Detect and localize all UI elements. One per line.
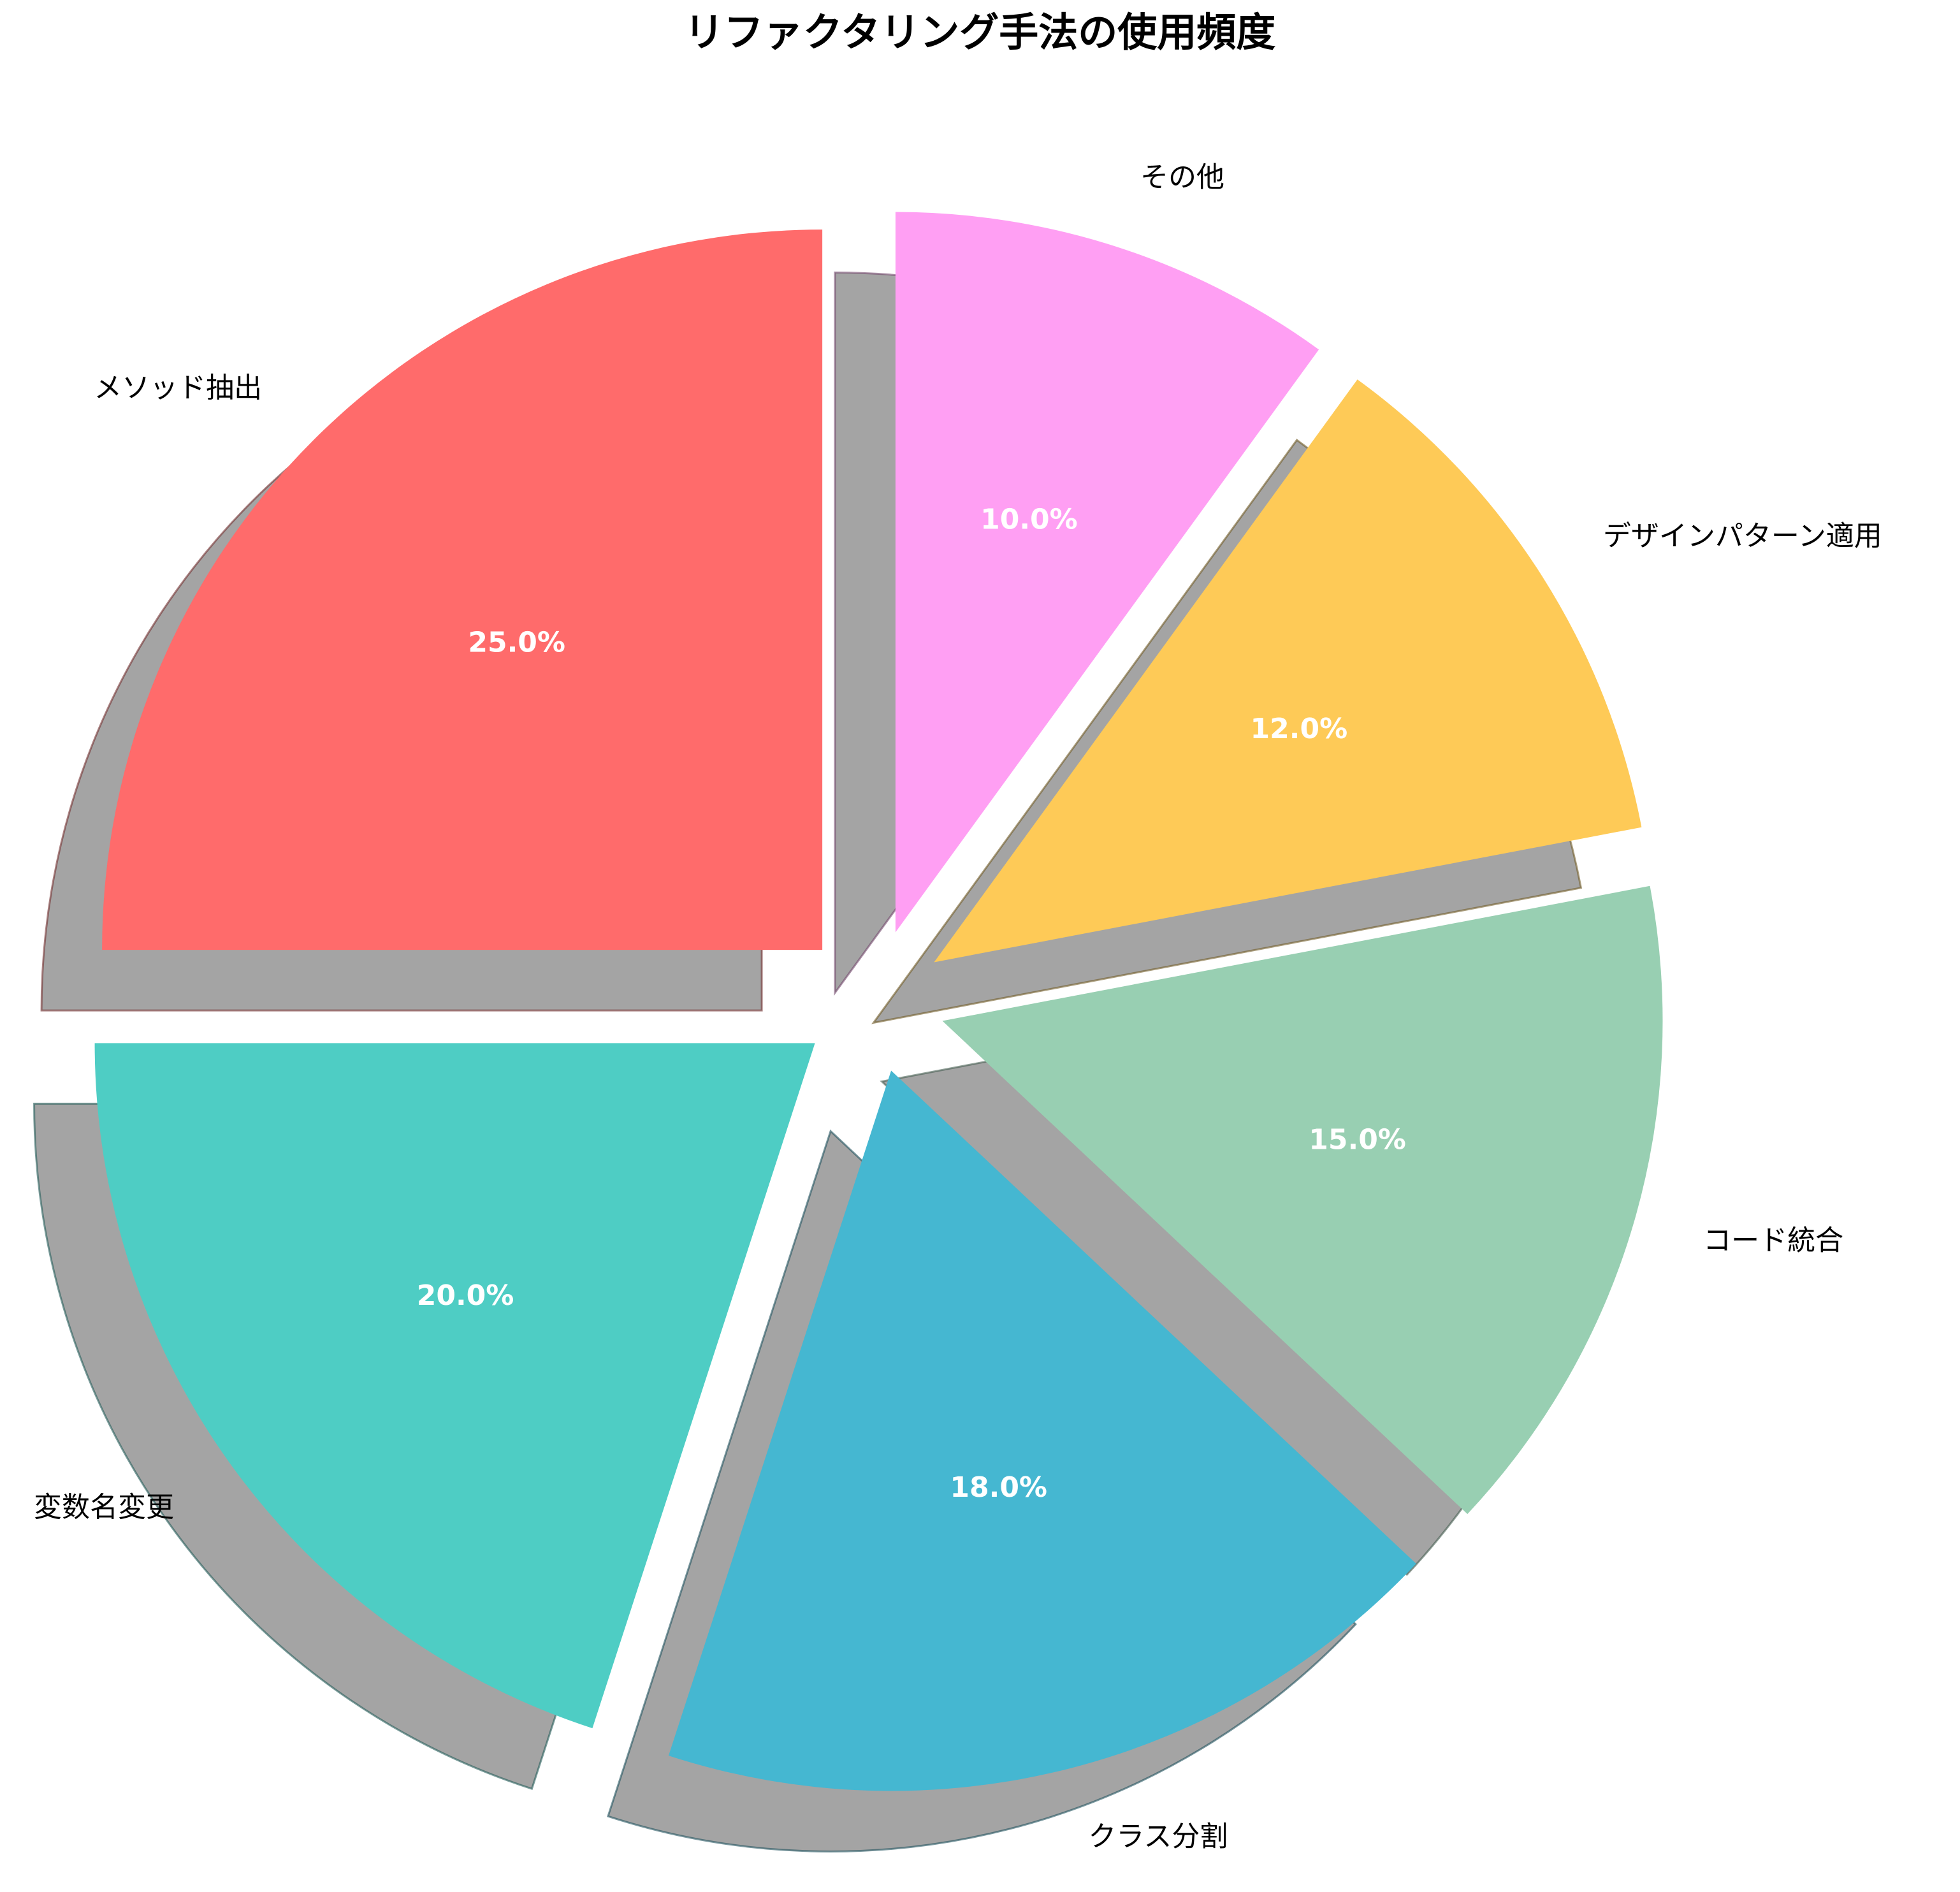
slice-3-percent: 18.0% (950, 1471, 1047, 1504)
slice-4-label: コード統合 (1703, 1224, 1843, 1256)
slice-layer (94, 212, 1663, 1791)
slice-2-label: 変数名変更 (34, 1491, 174, 1524)
slice-4-wedge (942, 885, 1663, 1515)
slice-1-percent: 25.0% (468, 627, 565, 659)
slice-6-percent: 10.0% (980, 504, 1078, 536)
slice-5-percent: 12.0% (1251, 713, 1348, 745)
slice-3-label: クラス分割 (1088, 1820, 1228, 1852)
chart-title: リファクタリング手法の使用頻度 (684, 9, 1276, 55)
slice-6-wedge (895, 212, 1319, 933)
slice-1-label: メソッド抽出 (94, 372, 262, 404)
slice-5-wedge (934, 379, 1642, 963)
slice-2-percent: 20.0% (417, 1279, 514, 1312)
slice-5-label: デザインパターン適用 (1603, 520, 1882, 552)
label-layer: メソッド抽出 25.0% 変数名変更 20.0% クラス分割 18.0% コード統合 15.0… (34, 161, 1882, 1852)
slice-6-label: その他 (1140, 161, 1224, 193)
slice-2-wedge (94, 1043, 815, 1729)
slice-1-wedge (102, 229, 823, 950)
slice-4-percent: 15.0% (1309, 1124, 1406, 1156)
slice-3-wedge (668, 1070, 1416, 1791)
